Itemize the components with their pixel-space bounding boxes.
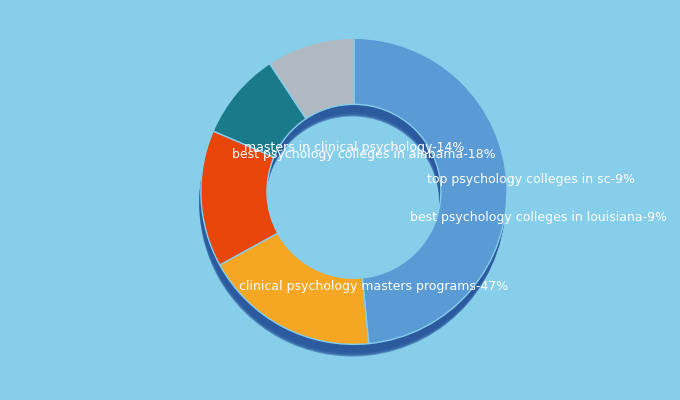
Wedge shape	[201, 131, 277, 265]
Wedge shape	[219, 239, 368, 350]
Wedge shape	[211, 75, 305, 168]
Text: best psychology colleges in alabama-18%: best psychology colleges in alabama-18%	[232, 148, 496, 161]
Text: masters in clinical psychology-14%: masters in clinical psychology-14%	[243, 141, 464, 154]
Wedge shape	[218, 243, 367, 354]
Wedge shape	[353, 47, 506, 353]
Wedge shape	[352, 50, 505, 356]
Wedge shape	[199, 143, 276, 277]
Wedge shape	[201, 132, 277, 266]
Wedge shape	[269, 41, 354, 122]
Wedge shape	[212, 72, 305, 165]
Wedge shape	[352, 48, 505, 354]
Wedge shape	[213, 68, 305, 161]
Wedge shape	[354, 41, 507, 347]
Wedge shape	[211, 74, 305, 167]
Wedge shape	[218, 244, 367, 356]
Wedge shape	[269, 45, 353, 126]
Wedge shape	[212, 71, 305, 164]
Wedge shape	[354, 42, 507, 348]
Wedge shape	[218, 241, 368, 352]
Wedge shape	[220, 236, 369, 347]
Wedge shape	[220, 233, 369, 344]
Wedge shape	[199, 140, 276, 274]
Wedge shape	[213, 69, 305, 162]
Wedge shape	[269, 44, 353, 125]
Wedge shape	[212, 73, 305, 166]
Wedge shape	[211, 76, 305, 169]
Wedge shape	[220, 235, 369, 346]
Wedge shape	[354, 40, 507, 346]
Wedge shape	[219, 240, 368, 352]
Wedge shape	[268, 50, 352, 130]
Wedge shape	[219, 238, 368, 350]
Wedge shape	[269, 47, 353, 128]
Wedge shape	[212, 70, 305, 163]
Wedge shape	[200, 138, 277, 272]
Wedge shape	[199, 142, 276, 276]
Wedge shape	[201, 135, 277, 269]
Text: top psychology colleges in sc-9%: top psychology colleges in sc-9%	[427, 173, 635, 186]
Wedge shape	[199, 141, 276, 275]
Wedge shape	[354, 39, 507, 345]
Wedge shape	[268, 50, 352, 131]
Wedge shape	[213, 64, 306, 158]
Wedge shape	[220, 234, 369, 345]
Wedge shape	[354, 38, 507, 344]
Wedge shape	[214, 64, 306, 157]
Wedge shape	[218, 245, 367, 356]
Wedge shape	[353, 46, 506, 352]
Wedge shape	[219, 237, 368, 348]
Text: clinical psychology masters programs-47%: clinical psychology masters programs-47%	[239, 280, 509, 294]
Wedge shape	[200, 136, 277, 270]
Wedge shape	[353, 44, 506, 350]
Wedge shape	[352, 50, 505, 355]
Wedge shape	[268, 48, 352, 129]
Wedge shape	[213, 66, 305, 160]
Wedge shape	[269, 40, 354, 121]
Wedge shape	[269, 43, 353, 124]
Wedge shape	[353, 45, 506, 351]
Wedge shape	[213, 66, 306, 159]
Wedge shape	[353, 43, 506, 349]
Text: best psychology colleges in louisiana-9%: best psychology colleges in louisiana-9%	[409, 211, 666, 224]
Wedge shape	[269, 46, 353, 127]
Wedge shape	[201, 133, 277, 267]
Wedge shape	[200, 137, 277, 271]
Wedge shape	[201, 134, 277, 268]
Wedge shape	[269, 42, 354, 123]
Wedge shape	[270, 38, 354, 119]
Wedge shape	[269, 39, 354, 120]
Wedge shape	[200, 139, 277, 273]
Wedge shape	[218, 242, 367, 354]
